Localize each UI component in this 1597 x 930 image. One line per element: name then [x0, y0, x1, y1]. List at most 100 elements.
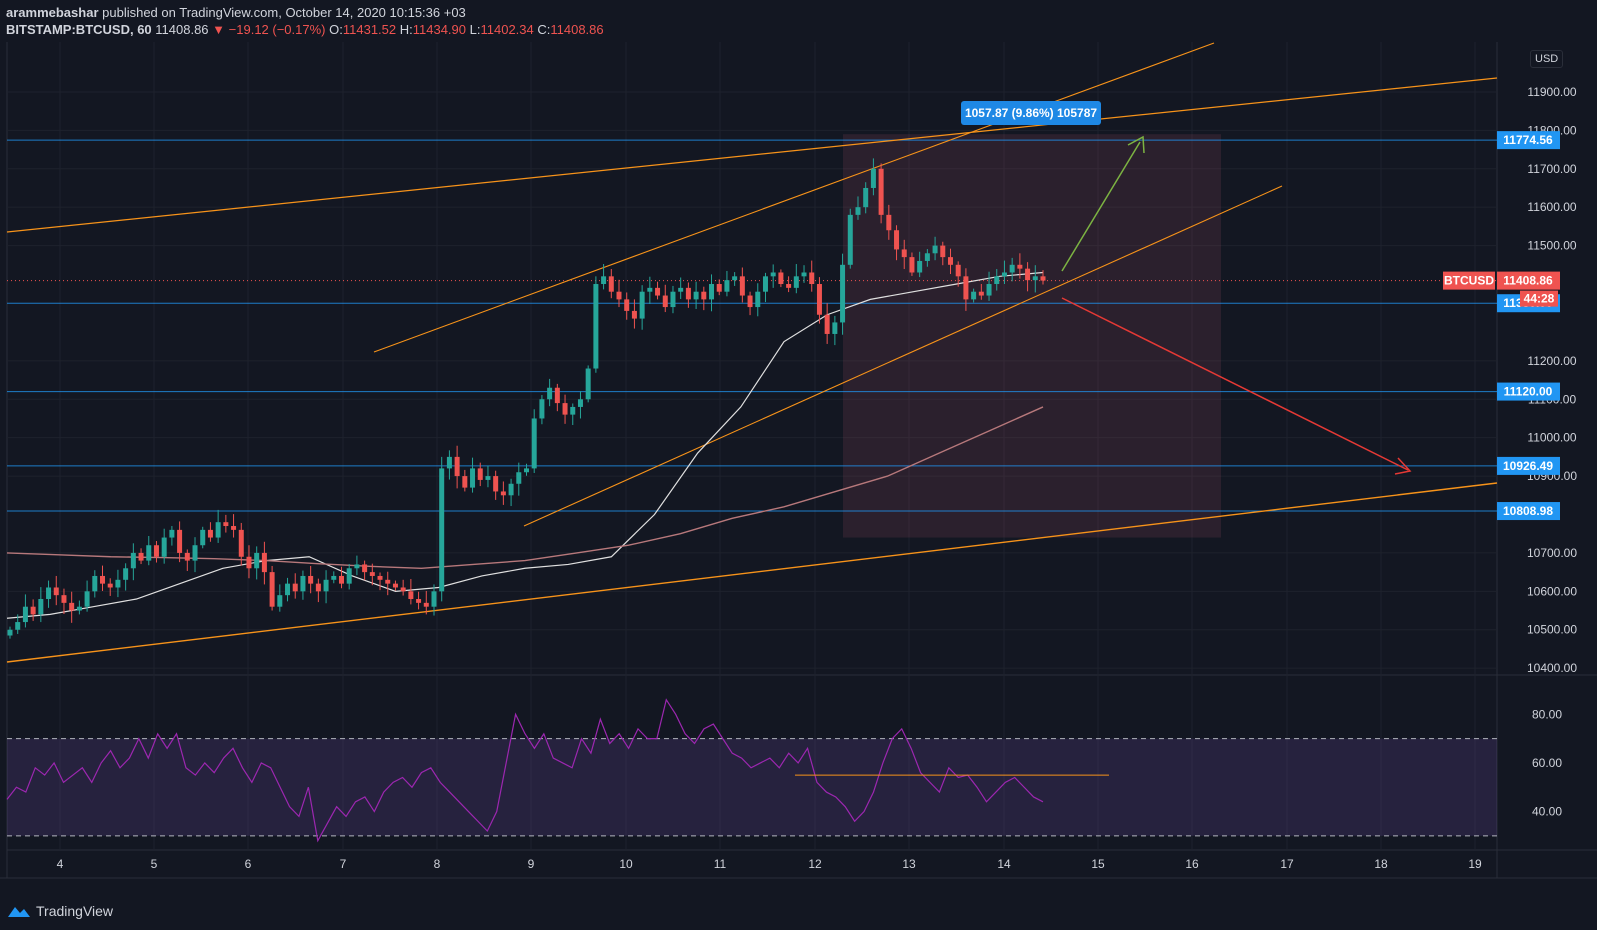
- candle-body: [238, 529, 244, 557]
- symbol-tag-box: [1443, 271, 1495, 290]
- x-tick-label: 12: [808, 857, 822, 871]
- candle-body: [678, 287, 684, 292]
- x-tick-label: 5: [151, 857, 158, 871]
- candle-body: [408, 591, 414, 600]
- candle-body: [53, 587, 59, 596]
- candle-body: [423, 602, 429, 607]
- x-tick-label: 17: [1280, 857, 1294, 871]
- candle-body: [878, 168, 884, 215]
- candle-body: [901, 249, 907, 258]
- candle-body: [123, 568, 129, 580]
- candle-body: [1025, 268, 1031, 281]
- candle-body: [177, 529, 183, 553]
- candle-body: [446, 456, 452, 469]
- close-value: 11408.86: [550, 22, 604, 37]
- candle-body: [647, 287, 653, 292]
- candle-body: [963, 276, 969, 300]
- candle-body: [1017, 264, 1023, 269]
- candle-body: [30, 606, 36, 615]
- candle-body: [22, 606, 28, 623]
- candle-body: [870, 168, 876, 188]
- candle-body: [847, 214, 853, 265]
- candle-body: [585, 368, 591, 400]
- candle-body: [362, 564, 368, 573]
- candle-body: [385, 579, 391, 584]
- symbol-label[interactable]: BITSTAMP:BTCUSD, 60: [6, 22, 152, 37]
- candle-body: [547, 387, 553, 400]
- candle-body: [207, 529, 213, 538]
- candle-body: [500, 491, 506, 496]
- x-tick-label: 19: [1468, 857, 1482, 871]
- projection-box: [843, 134, 1221, 538]
- publish-line: arammebashar published on TradingView.co…: [6, 5, 466, 20]
- candle-body: [223, 522, 229, 527]
- last-price: 11408.86: [155, 22, 209, 37]
- candle-body: [832, 322, 838, 334]
- bearish-arrow-head: [1394, 457, 1412, 475]
- trendline-lower-long: [6, 482, 1498, 663]
- brand-label: TradingView: [36, 903, 114, 919]
- publisher-name[interactable]: arammebashar: [6, 5, 99, 20]
- candle-body: [377, 575, 383, 580]
- countdown-label: 44:28: [1524, 292, 1555, 306]
- candle-body: [392, 583, 398, 588]
- low-label: L:: [469, 22, 481, 37]
- candle-body: [655, 287, 661, 296]
- candle-body: [100, 575, 106, 584]
- candle-body: [454, 456, 460, 477]
- candle-body: [755, 291, 761, 308]
- price-tag-box: [1497, 502, 1560, 521]
- candle-body: [639, 291, 645, 319]
- candle-body: [524, 468, 529, 473]
- candle-body: [978, 291, 984, 296]
- currency-button[interactable]: USD: [1530, 50, 1564, 68]
- open-value: 11431.52: [342, 22, 397, 37]
- candle-body: [601, 276, 607, 285]
- range-label-text: 1057.87 (9.86%) 105787: [965, 106, 1097, 120]
- candle-body: [508, 483, 514, 496]
- candle-body: [15, 622, 21, 630]
- low-value: 11402.34: [480, 22, 534, 37]
- candle-body: [431, 591, 437, 607]
- candle-body: [115, 579, 121, 588]
- countdown-box: [1520, 290, 1558, 307]
- bullish-arrow-line: [1061, 141, 1141, 272]
- price-change: ▼ −19.12 (−0.17%): [212, 22, 326, 37]
- candle-body: [346, 568, 352, 584]
- candle-body: [300, 575, 306, 592]
- symbol-tag-label: BTCUSD: [1444, 274, 1494, 288]
- current-price-label: 11408.86: [1503, 274, 1553, 288]
- candle-body: [816, 284, 822, 315]
- x-tick-label: 16: [1185, 857, 1199, 871]
- candle-body: [169, 529, 175, 538]
- candle-body: [315, 583, 321, 592]
- price-tag-label: 11120.00: [1504, 385, 1553, 399]
- open-label: O:: [329, 22, 343, 37]
- candle-body: [400, 587, 406, 592]
- candle-body: [554, 387, 560, 404]
- candle-body: [793, 276, 799, 288]
- candle-body: [285, 583, 291, 596]
- candle-body: [739, 276, 745, 296]
- tradingview-logo[interactable]: TradingView: [6, 903, 113, 919]
- candle-body: [593, 284, 599, 369]
- candle-body: [138, 552, 144, 561]
- close-label: C:: [537, 22, 551, 37]
- candle-body: [570, 406, 576, 415]
- candle-body: [932, 245, 938, 254]
- y-tick-label: 11000.00: [1527, 431, 1576, 445]
- candle-body: [670, 291, 676, 308]
- rsi-band: [7, 738, 1497, 836]
- channel-lower-line: [523, 185, 1283, 527]
- y-tick-label: 11700.00: [1527, 162, 1576, 176]
- candle-body: [269, 572, 275, 607]
- candle-body: [840, 264, 846, 323]
- candle-body: [254, 552, 260, 569]
- candle-body: [7, 629, 13, 636]
- price-tag-label: 11774.56: [1503, 133, 1553, 147]
- candle-body: [747, 295, 753, 308]
- price-tag-label: 10808.98: [1503, 504, 1553, 518]
- candle-body: [539, 399, 545, 419]
- high-label: H:: [399, 22, 413, 37]
